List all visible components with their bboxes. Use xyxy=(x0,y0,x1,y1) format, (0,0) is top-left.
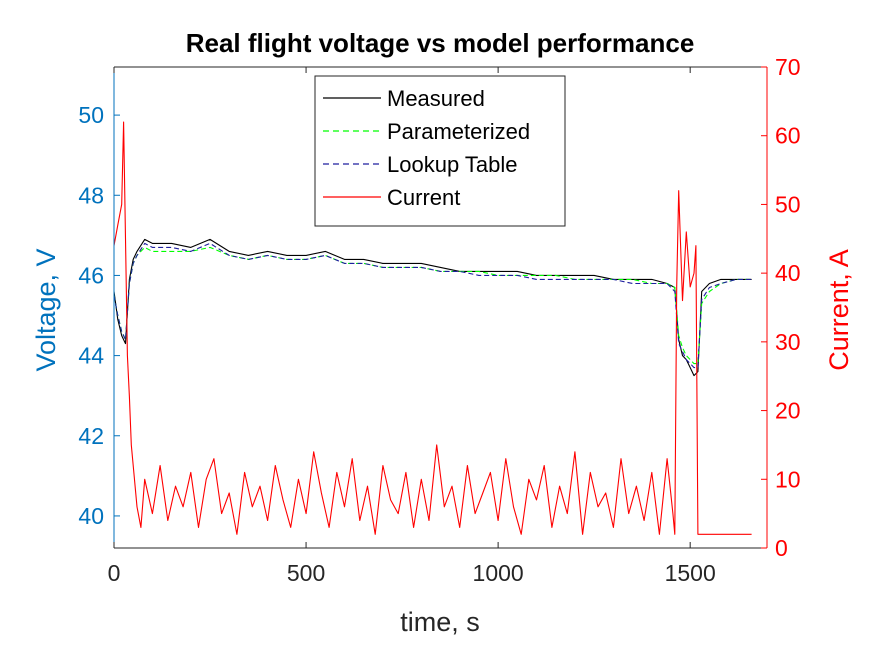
y-left-tick-label: 48 xyxy=(78,182,104,208)
series-line-current xyxy=(114,121,752,535)
y-right-tick-label: 20 xyxy=(775,398,801,424)
y-axis-right-label: Current, A xyxy=(824,249,854,371)
legend-label-lookup-table: Lookup Table xyxy=(387,152,518,177)
x-tick-label: 1500 xyxy=(665,560,716,586)
x-tick-label: 1000 xyxy=(473,560,524,586)
series-group xyxy=(114,121,752,535)
legend-box xyxy=(314,75,566,227)
legend-label-parameterized: Parameterized xyxy=(387,119,530,144)
y-left-tick-label: 44 xyxy=(78,343,104,369)
series-line-lookup-table xyxy=(114,242,752,369)
y-right-tick-label: 30 xyxy=(775,329,801,355)
y-right-tick-label: 50 xyxy=(775,191,801,217)
x-tick-label: 500 xyxy=(287,560,325,586)
y-right-tick-label: 40 xyxy=(775,260,801,286)
series-line-parameterized xyxy=(114,246,752,365)
y-axis-left-label: Voltage, V xyxy=(31,248,61,371)
y-right-tick-label: 10 xyxy=(775,466,801,492)
legend-label-current: Current xyxy=(387,185,460,210)
legend: Measured Parameterized Lookup Table Current xyxy=(314,75,566,227)
y-left-tick-label: 46 xyxy=(78,262,104,288)
x-tick-label: 0 xyxy=(108,560,121,586)
chart-title: Real flight voltage vs model performance xyxy=(186,28,695,58)
y-left-tick-label: 42 xyxy=(78,423,104,449)
y-right-tick-label: 70 xyxy=(775,54,801,80)
y-right-tick-label: 60 xyxy=(775,123,801,149)
legend-label-measured: Measured xyxy=(387,86,485,111)
y-right-tick-label: 0 xyxy=(775,535,788,561)
y-left-tick-label: 50 xyxy=(78,102,104,128)
y-left-tick-label: 40 xyxy=(78,503,104,529)
x-axis-label: time, s xyxy=(400,607,480,637)
